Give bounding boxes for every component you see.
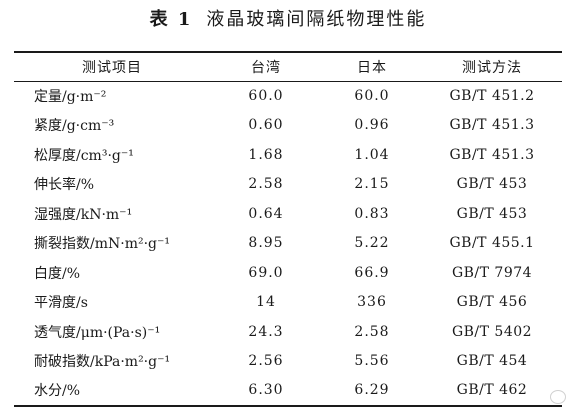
table-row: 白度/% 69.0 66.9 GB/T 7974 — [14, 258, 562, 288]
row-japan-value: 2.15 — [354, 176, 390, 193]
table-row: 水分/% 6.30 6.29 GB/T 462 — [14, 376, 562, 406]
watermark — [550, 390, 566, 404]
row-japan-value: 5.56 — [354, 353, 390, 370]
row-taiwan-value: 24.3 — [248, 323, 284, 340]
table-row: 定量/g·m⁻² 60.0 60.0 GB/T 451.2 — [14, 81, 562, 111]
row-item: 耐破指数/kPa·m²·g⁻¹ — [34, 354, 171, 371]
row-japan-value: 60.0 — [354, 88, 390, 104]
row-item: 定量/g·m⁻² — [34, 89, 107, 105]
table-caption: 表 1 液晶玻璃间隔纸物理性能 — [0, 6, 576, 34]
row-method: GB/T 7974 — [451, 264, 533, 281]
table-row: 松厚度/cm³·g⁻¹ 1.68 1.04 GB/T 451.3 — [14, 140, 562, 170]
row-taiwan-value: 14 — [256, 294, 276, 311]
row-method: GB/T 5402 — [451, 323, 533, 340]
row-item: 撕裂指数/mN·m²·g⁻¹ — [34, 236, 170, 253]
table-row: 透气度/μm·(Pa·s)⁻¹ 24.3 2.58 GB/T 5402 — [14, 317, 562, 347]
row-taiwan-value: 0.64 — [248, 205, 284, 222]
row-method: GB/T 451.3 — [449, 117, 535, 134]
row-item: 伸长率/% — [34, 177, 95, 194]
table-row: 撕裂指数/mN·m²·g⁻¹ 8.95 5.22 GB/T 455.1 — [14, 229, 562, 259]
row-japan-value: 6.29 — [354, 382, 390, 399]
table-row: 湿强度/kN·m⁻¹ 0.64 0.83 GB/T 453 — [14, 199, 562, 229]
row-japan-value: 336 — [357, 294, 387, 311]
properties-table: 测试项目 台湾 日本 测试方法 定量/g·m⁻² 60.0 60.0 GB/T … — [14, 51, 562, 407]
row-method: GB/T 455.1 — [449, 235, 535, 252]
row-item: 透气度/μm·(Pa·s)⁻¹ — [34, 324, 161, 341]
table-row: 平滑度/s 14 336 GB/T 456 — [14, 288, 562, 318]
row-taiwan-value: 1.68 — [248, 146, 284, 163]
row-taiwan-value: 2.56 — [248, 353, 284, 370]
row-item: 松厚度/cm³·g⁻¹ — [34, 147, 134, 164]
table-row: 紧度/g·cm⁻³ 0.60 0.96 GB/T 451.3 — [14, 111, 562, 141]
row-item: 平滑度/s — [34, 295, 88, 312]
row-taiwan-value: 8.95 — [248, 235, 284, 252]
row-taiwan-value: 2.58 — [248, 176, 284, 193]
row-item: 白度/% — [34, 265, 81, 282]
row-item: 湿强度/kN·m⁻¹ — [34, 206, 133, 223]
header-japan: 日本 — [357, 59, 387, 76]
row-taiwan-value: 60.0 — [248, 88, 284, 104]
table-title: 液晶玻璃间隔纸物理性能 — [206, 9, 427, 30]
row-japan-value: 1.04 — [354, 146, 390, 163]
row-method: GB/T 462 — [456, 382, 528, 399]
row-taiwan-value: 6.30 — [248, 382, 284, 399]
row-japan-value: 5.22 — [354, 235, 390, 252]
table-header: 测试项目 台湾 日本 测试方法 — [14, 52, 562, 81]
header-row: 测试项目 台湾 日本 测试方法 — [14, 52, 562, 81]
header-taiwan: 台湾 — [251, 59, 281, 76]
row-method: GB/T 454 — [456, 353, 528, 370]
row-method: GB/T 451.3 — [449, 146, 535, 163]
wechat-icon — [550, 390, 566, 404]
row-method: GB/T 456 — [456, 294, 528, 311]
row-method: GB/T 453 — [456, 205, 528, 222]
row-item: 紧度/g·cm⁻³ — [34, 118, 115, 135]
table-body: 定量/g·m⁻² 60.0 60.0 GB/T 451.2 紧度/g·cm⁻³ … — [14, 81, 562, 406]
table-number: 表 1 — [149, 9, 193, 30]
row-method: GB/T 453 — [456, 176, 528, 193]
row-japan-value: 0.83 — [354, 205, 390, 222]
row-item: 水分/% — [34, 383, 81, 400]
row-japan-value: 2.58 — [354, 323, 390, 340]
row-japan-value: 66.9 — [354, 264, 390, 281]
table-row: 伸长率/% 2.58 2.15 GB/T 453 — [14, 170, 562, 200]
row-taiwan-value: 69.0 — [248, 264, 284, 281]
table-row: 耐破指数/kPa·m²·g⁻¹ 2.56 5.56 GB/T 454 — [14, 347, 562, 377]
header-test-item: 测试项目 — [82, 59, 142, 76]
row-taiwan-value: 0.60 — [248, 117, 284, 134]
header-test-method: 测试方法 — [462, 59, 522, 76]
row-method: GB/T 451.2 — [449, 88, 535, 104]
row-japan-value: 0.96 — [354, 117, 390, 134]
